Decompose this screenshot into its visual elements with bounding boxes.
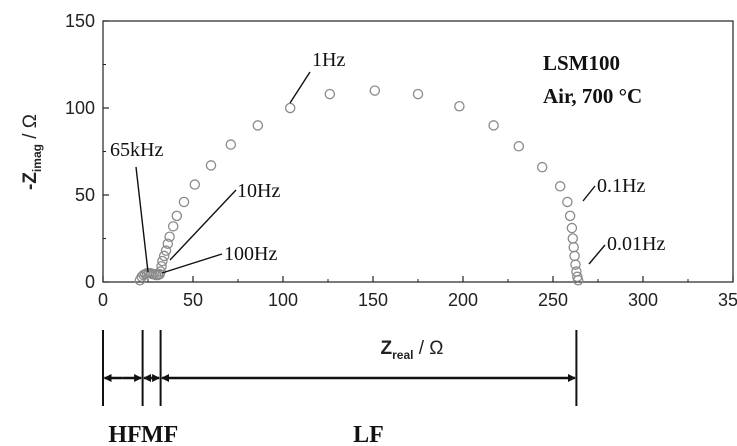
- data-point: [225, 139, 237, 150]
- region-label: MF: [141, 422, 178, 446]
- x-axis-ticks: 0 50 100 150 200 250 300 350: [98, 276, 737, 310]
- data-point: [252, 120, 264, 131]
- y-axis-label-sub: imag: [30, 144, 44, 172]
- data-point: [171, 210, 183, 222]
- data-point: [568, 241, 579, 253]
- data-point: [369, 85, 381, 96]
- region-label: LF: [353, 422, 384, 446]
- data-point: [412, 88, 424, 100]
- x-tick-label: 100: [268, 290, 298, 310]
- annotation-65khz-label: 65kHz: [110, 139, 163, 161]
- x-axis-label-sub: real: [392, 348, 413, 362]
- annotation-10hz-label: 10Hz: [237, 180, 280, 202]
- data-point: [162, 238, 174, 249]
- data-point: [167, 221, 179, 232]
- x-tick-label: 50: [183, 290, 203, 310]
- y-tick-label: 50: [75, 185, 95, 205]
- y-axis-label-main: -Z: [20, 172, 41, 190]
- annotation-001hz-label: 0.01Hz: [607, 233, 665, 255]
- annotation-01hz: 0.1Hz: [582, 175, 645, 202]
- data-point: [513, 141, 525, 152]
- data-point: [158, 250, 170, 262]
- data-point: [164, 231, 175, 243]
- annotation-100hz-leader: [161, 253, 223, 274]
- y-axis-label: -Zimag / Ω: [20, 114, 44, 190]
- data-point: [157, 255, 168, 267]
- annotation-1hz-label: 1Hz: [312, 49, 345, 71]
- data-point: [554, 181, 566, 192]
- data-point: [562, 196, 573, 208]
- data-point: [569, 250, 580, 262]
- legend-line-1: LSM100: [543, 51, 620, 75]
- data-point: [160, 245, 172, 256]
- data-point: [178, 196, 190, 208]
- data-point: [536, 161, 548, 173]
- y-axis-label-unit: / Ω: [20, 114, 41, 144]
- x-axis-label-unit: / Ω: [413, 338, 443, 359]
- data-point: [454, 101, 465, 112]
- x-tick-label: 300: [628, 290, 658, 310]
- y-tick-label: 100: [65, 98, 95, 118]
- data-point: [566, 222, 578, 234]
- annotation-01hz-leader: [582, 185, 596, 202]
- annotation-001hz-leader: [588, 244, 606, 265]
- annotation-01hz-label: 0.1Hz: [597, 175, 645, 197]
- data-point: [324, 88, 336, 100]
- x-tick-label: 200: [448, 290, 478, 310]
- data-point: [284, 102, 296, 114]
- x-axis-label-main: Z: [380, 338, 392, 359]
- data-point: [156, 261, 167, 272]
- x-axis-label: Zreal / Ω: [380, 338, 443, 362]
- data-point: [564, 210, 576, 222]
- x-tick-label: 250: [538, 290, 568, 310]
- annotation-001hz: 0.01Hz: [588, 233, 665, 265]
- legend-line-2: Air, 700 °C: [543, 84, 642, 108]
- y-tick-label: 150: [65, 11, 95, 31]
- x-tick-label: 150: [358, 290, 388, 310]
- annotation-10hz: 10Hz: [169, 180, 280, 261]
- data-points: [134, 85, 584, 286]
- annotation-10hz-leader: [169, 189, 237, 261]
- data-point: [567, 233, 579, 244]
- data-point: [572, 275, 584, 286]
- y-axis-ticks: 0 50 100 150: [65, 11, 109, 292]
- annotation-1hz-leader: [289, 71, 311, 104]
- data-point: [488, 120, 499, 131]
- data-point: [205, 160, 217, 171]
- y-tick-label: 0: [85, 272, 95, 292]
- x-tick-label: 0: [98, 290, 108, 310]
- annotation-1hz: 1Hz: [289, 49, 345, 104]
- annotation-65khz-leader: [135, 166, 149, 273]
- annotation-65khz: 65kHz: [110, 139, 163, 273]
- data-point: [189, 179, 201, 190]
- annotation-100hz-label: 100Hz: [224, 243, 277, 265]
- frequency-regions: HF MF LF: [102, 330, 578, 446]
- x-tick-label: 350: [718, 290, 737, 310]
- data-point: [570, 259, 581, 270]
- annotation-100hz: 100Hz: [161, 243, 277, 274]
- region-label: HF: [108, 422, 141, 446]
